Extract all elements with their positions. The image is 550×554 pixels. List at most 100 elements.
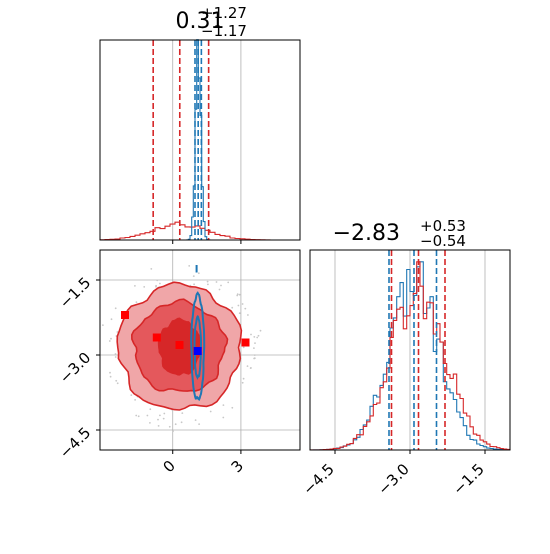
sample-point — [244, 307, 247, 310]
sample-point — [253, 357, 256, 360]
sample-point — [116, 331, 119, 333]
sample-point — [159, 282, 161, 285]
sample-point — [257, 334, 260, 337]
red-marker — [241, 338, 250, 347]
sample-point — [116, 382, 119, 385]
x-tick-labels: −4.5 −3.0 −1.5 — [299, 460, 487, 498]
sample-point — [135, 301, 138, 303]
sample-point — [207, 283, 209, 286]
sample-point — [188, 265, 191, 267]
sample-point — [135, 414, 138, 417]
sample-point — [218, 288, 221, 291]
sample-point — [242, 346, 245, 349]
sample-point — [172, 430, 174, 433]
sample-point — [238, 293, 241, 296]
sample-point — [193, 283, 196, 286]
sample-point — [231, 406, 234, 409]
histogram-panel-param-1: 0.31 +1.27 −1.17 — [99, 4, 301, 244]
sample-point — [108, 340, 111, 342]
sample-point — [114, 307, 117, 310]
sample-point — [157, 418, 159, 421]
sample-point — [253, 354, 256, 356]
sample-point — [134, 285, 136, 287]
sample-point — [194, 419, 197, 421]
title-upper-error: +1.27 — [201, 4, 247, 22]
red-marker — [121, 311, 129, 319]
x-tick-label: 3 — [228, 457, 247, 476]
sample-point — [242, 377, 245, 380]
sample-point — [231, 306, 234, 309]
sample-point — [109, 371, 111, 374]
sample-point — [246, 365, 249, 367]
sample-point — [156, 279, 159, 282]
sample-point — [254, 342, 256, 344]
sample-point — [181, 412, 184, 414]
quantile-lines — [152, 40, 210, 240]
sample-point — [137, 415, 140, 418]
blue-contour-outer — [190, 291, 206, 402]
sample-point — [102, 324, 104, 326]
histogram-red — [99, 221, 300, 241]
sample-point — [180, 421, 183, 424]
sample-point — [149, 408, 152, 411]
sample-point — [162, 417, 165, 420]
sample-point — [247, 314, 249, 316]
sample-point — [134, 399, 137, 401]
sample-point — [256, 336, 259, 339]
title-lower-error: −0.54 — [420, 232, 466, 250]
sample-point — [168, 425, 171, 428]
sample-point — [109, 375, 112, 378]
grid-lines — [172, 40, 242, 244]
y-tick-label: −4.5 — [56, 424, 94, 462]
sample-point — [209, 410, 212, 413]
truth-markers — [121, 311, 250, 355]
grid-lines — [334, 250, 486, 454]
y-tick-labels: −1.5 −3.0 −4.5 — [56, 274, 94, 462]
histogram-panel-param-2: −2.83 +0.53 −0.54 −4.5 −3.0 −1.5 — [299, 217, 511, 499]
sample-point — [114, 356, 117, 358]
sample-point — [114, 353, 117, 355]
sample-point — [115, 379, 118, 382]
panel-title: 0.31 — [176, 9, 225, 34]
title-median: 0.31 — [176, 9, 225, 34]
sample-point — [253, 347, 255, 349]
sample-point — [206, 280, 209, 283]
sample-point — [149, 422, 151, 424]
sample-point — [250, 333, 252, 336]
sample-point — [250, 367, 252, 369]
y-tick-label: −1.5 — [56, 274, 94, 312]
sample-point — [155, 284, 158, 287]
title-median: −2.83 — [333, 221, 400, 246]
axes-frame — [99, 39, 301, 241]
sample-point — [236, 294, 239, 297]
sample-point — [222, 416, 225, 419]
sample-point — [198, 423, 201, 425]
sample-point — [238, 312, 241, 315]
sample-point — [227, 281, 230, 284]
red-marker — [175, 341, 184, 349]
sample-point — [192, 275, 195, 277]
title-upper-error: +0.53 — [420, 217, 466, 235]
sample-point — [241, 303, 244, 305]
sample-point — [253, 336, 256, 338]
sample-point — [241, 381, 244, 384]
axes-frame — [99, 249, 301, 451]
sample-point — [259, 329, 262, 332]
sample-point — [150, 268, 153, 270]
y-tick-label: −3.0 — [56, 349, 94, 387]
sample-point — [220, 284, 222, 287]
sample-point — [215, 281, 218, 283]
x-tick-label: −4.5 — [299, 460, 337, 498]
sample-point — [110, 337, 112, 340]
histogram-blue — [100, 39, 300, 241]
sample-point — [174, 423, 177, 426]
sample-point — [146, 414, 149, 417]
sample-point — [197, 272, 200, 275]
sample-point — [222, 404, 225, 406]
blue-marker — [193, 347, 202, 355]
histogram-series — [99, 39, 300, 241]
